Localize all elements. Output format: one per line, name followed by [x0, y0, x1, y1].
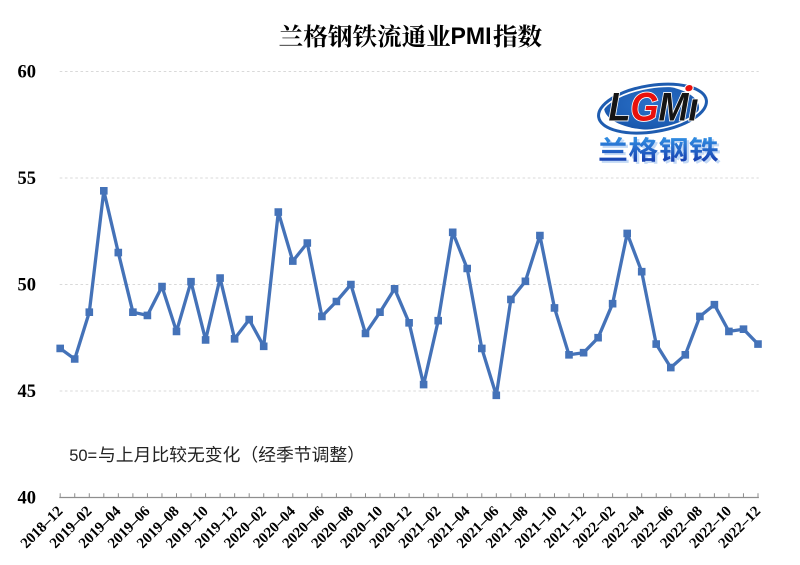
svg-text:LGMı: LGMı — [609, 86, 699, 130]
svg-text:40: 40 — [18, 489, 37, 509]
svg-text:60: 60 — [18, 63, 37, 83]
svg-text:50: 50 — [18, 276, 37, 296]
svg-text:55: 55 — [18, 169, 37, 189]
svg-text:45: 45 — [18, 382, 37, 402]
svg-text:50=: 50= — [69, 447, 97, 465]
svg-text:PMI: PMI — [451, 23, 492, 50]
